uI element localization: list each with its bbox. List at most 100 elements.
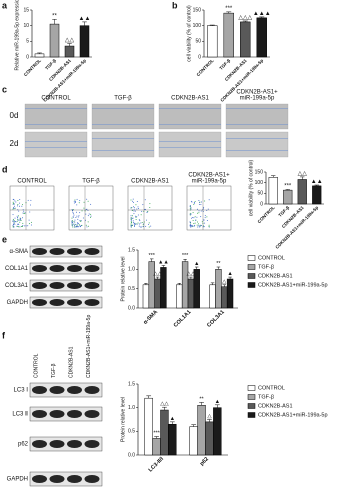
flow-dot	[19, 226, 21, 228]
flow-dot	[193, 202, 195, 204]
blot-band	[67, 410, 82, 418]
flow-dot	[204, 217, 206, 219]
flow-header: TGF-β	[82, 179, 100, 185]
flow-dot	[21, 205, 23, 207]
flow-dot	[15, 201, 17, 203]
scratch-image	[158, 131, 222, 158]
significance-mark: ▲▲	[158, 259, 169, 265]
legend-swatch	[247, 282, 256, 288]
y-tick-label: 100	[193, 23, 202, 29]
flow-dot	[24, 212, 26, 214]
flow-dot	[86, 198, 88, 200]
flow-dot	[13, 207, 15, 209]
flow-dot	[142, 204, 144, 206]
y-tick-label: 0	[198, 54, 201, 60]
flow-dot	[195, 219, 197, 221]
x-tick-label: COL3A1	[206, 309, 226, 329]
y-tick-label: 0.0	[128, 305, 135, 311]
flow-dot	[208, 224, 210, 226]
flow-dot	[130, 215, 132, 217]
flow-dot	[145, 219, 147, 221]
flow-dot	[208, 199, 210, 201]
flow-dot	[199, 226, 201, 228]
blot-strip	[29, 382, 103, 398]
flow-dot	[24, 225, 26, 227]
flow-dot	[13, 223, 15, 225]
flow-dot	[193, 225, 195, 227]
flow-dot	[22, 217, 24, 219]
flow-dot	[86, 208, 88, 210]
flow-dot	[72, 212, 74, 214]
flow-dot	[30, 199, 32, 201]
flow-dot	[13, 205, 15, 207]
blot-band	[67, 475, 82, 483]
flow-dot	[12, 198, 14, 200]
flow-dot	[132, 200, 134, 202]
flow-dot	[12, 207, 14, 209]
flow-dot	[192, 216, 194, 218]
scratch-image	[91, 103, 155, 130]
flow-header: CDKN2B-AS1	[131, 179, 169, 185]
flow-dot	[138, 219, 140, 221]
x-tick-label: LC3-II/I	[148, 456, 166, 474]
flow-dot	[79, 225, 81, 227]
flow-dot	[74, 201, 76, 203]
blot-band	[67, 282, 82, 289]
y-tick-label: 0.5	[128, 429, 135, 435]
blot-row-label: GAPDH	[7, 300, 28, 306]
flow-dot	[199, 225, 201, 227]
flow-dot	[71, 217, 73, 219]
flow-dot	[145, 225, 147, 227]
flow-dot	[18, 210, 20, 212]
flow-dot	[12, 219, 14, 221]
y-tick-label: 0.0	[128, 452, 135, 458]
flow-dot	[131, 207, 133, 209]
panel-letter: e	[2, 234, 7, 244]
legend-swatch	[247, 264, 256, 270]
flow-dot	[73, 223, 75, 225]
flow-header: CDKN2B-AS1+	[188, 173, 230, 179]
flow-dot	[15, 221, 17, 223]
bar	[215, 269, 222, 309]
scratch-row-label: 0d	[10, 111, 19, 120]
flow-dot	[14, 200, 16, 202]
significance-mark: △	[222, 279, 227, 285]
flow-dot	[191, 217, 193, 219]
flow-dot	[20, 218, 22, 220]
blot-band	[67, 386, 82, 394]
flow-dot	[132, 220, 134, 222]
flow-dot	[74, 223, 76, 225]
flow-dot	[76, 223, 78, 225]
flow-plot	[68, 185, 114, 231]
flow-dot	[76, 204, 78, 206]
flow-dot	[198, 212, 200, 214]
y-tick-label: 0	[26, 54, 29, 60]
bar	[226, 278, 234, 309]
flow-dot	[135, 216, 137, 218]
flow-dot	[200, 216, 202, 218]
blot-strip	[29, 262, 103, 275]
flow-dot	[203, 226, 205, 228]
flow-dot	[85, 213, 87, 215]
flow-dot	[12, 214, 14, 216]
flow-dot	[130, 219, 132, 221]
flow-dot	[17, 199, 19, 201]
flow-dot	[198, 203, 200, 205]
bar	[256, 17, 267, 58]
flow-dot	[194, 224, 196, 226]
flow-dot	[86, 226, 88, 228]
flow-dot	[28, 219, 30, 221]
blot-row-label: LC3 Ⅱ	[12, 412, 28, 418]
flow-dot	[23, 212, 25, 214]
flow-dot	[21, 226, 23, 228]
flow-dot	[20, 219, 22, 221]
flow-dot	[196, 224, 198, 226]
flow-dot	[189, 205, 191, 207]
bar	[223, 12, 234, 58]
flow-dot	[137, 206, 139, 208]
legend-swatch	[247, 385, 256, 391]
significance-mark: ***	[225, 6, 233, 12]
flow-dot	[132, 206, 134, 208]
x-tick-label: CONTROL	[23, 58, 42, 77]
